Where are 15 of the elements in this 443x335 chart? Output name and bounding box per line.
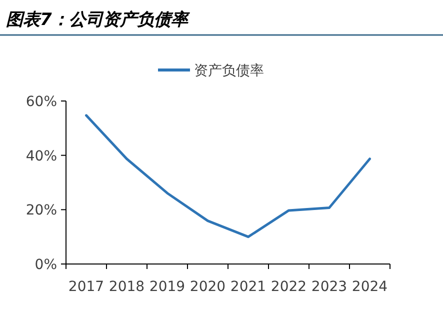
x-tick-label: 2017 bbox=[68, 279, 104, 295]
chart-title: 图表7：公司资产负债率 bbox=[6, 10, 190, 30]
x-tick-label: 2019 bbox=[149, 279, 186, 295]
y-tick-label: 0% bbox=[34, 257, 57, 273]
y-tick-label: 20% bbox=[26, 202, 57, 219]
x-tick-label: 2024 bbox=[352, 279, 388, 295]
x-tick-label: 2018 bbox=[108, 279, 145, 295]
y-tick-label: 60% bbox=[26, 94, 57, 110]
x-tick-label: 2021 bbox=[230, 279, 266, 295]
x-tick-label: 2020 bbox=[190, 279, 226, 295]
x-tick-label: 2023 bbox=[311, 279, 348, 295]
line-series bbox=[85, 114, 371, 238]
legend-label: 资产负债率 bbox=[194, 63, 264, 79]
x-tick-label: 2022 bbox=[270, 279, 307, 295]
y-tick-label: 40% bbox=[26, 148, 57, 164]
